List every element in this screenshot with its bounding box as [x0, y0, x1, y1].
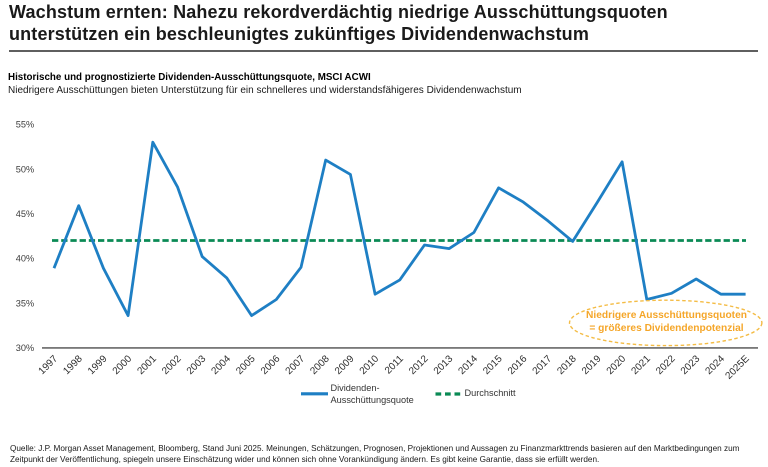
- svg-text:= größeres Dividendenpotenzial: = größeres Dividendenpotenzial: [589, 323, 743, 334]
- svg-text:2001: 2001: [135, 353, 159, 377]
- svg-text:2025E: 2025E: [723, 353, 751, 381]
- svg-text:2002: 2002: [160, 353, 184, 377]
- svg-text:35%: 35%: [16, 298, 34, 308]
- svg-text:Niedrigere Ausschüttungsquoten: Niedrigere Ausschüttungsquoten: [586, 310, 747, 321]
- svg-text:2006: 2006: [259, 353, 283, 377]
- svg-text:1999: 1999: [86, 353, 110, 377]
- svg-text:2000: 2000: [111, 353, 135, 377]
- svg-text:2007: 2007: [284, 353, 308, 377]
- svg-text:2008: 2008: [308, 353, 332, 377]
- svg-text:2014: 2014: [457, 353, 481, 377]
- svg-text:50%: 50%: [16, 164, 34, 174]
- svg-text:30%: 30%: [16, 343, 34, 353]
- svg-text:2003: 2003: [185, 353, 209, 377]
- svg-text:40%: 40%: [16, 254, 34, 264]
- svg-text:2022: 2022: [654, 353, 678, 377]
- svg-text:2021: 2021: [629, 353, 653, 377]
- svg-text:2005: 2005: [234, 353, 258, 377]
- svg-text:2017: 2017: [531, 353, 555, 377]
- svg-text:2019: 2019: [580, 353, 604, 377]
- svg-text:2010: 2010: [358, 353, 382, 377]
- svg-text:2009: 2009: [333, 353, 357, 377]
- svg-text:2015: 2015: [481, 353, 505, 377]
- svg-text:2016: 2016: [506, 353, 530, 377]
- svg-text:2013: 2013: [432, 353, 456, 377]
- svg-text:2012: 2012: [407, 353, 431, 377]
- svg-text:2004: 2004: [210, 353, 234, 377]
- svg-text:2020: 2020: [605, 353, 629, 377]
- svg-text:2011: 2011: [383, 353, 406, 376]
- svg-text:45%: 45%: [16, 209, 34, 219]
- svg-text:1998: 1998: [61, 353, 85, 377]
- svg-text:2018: 2018: [555, 353, 579, 377]
- svg-text:1997: 1997: [37, 353, 61, 377]
- svg-text:55%: 55%: [16, 120, 34, 130]
- svg-text:2023: 2023: [679, 353, 703, 377]
